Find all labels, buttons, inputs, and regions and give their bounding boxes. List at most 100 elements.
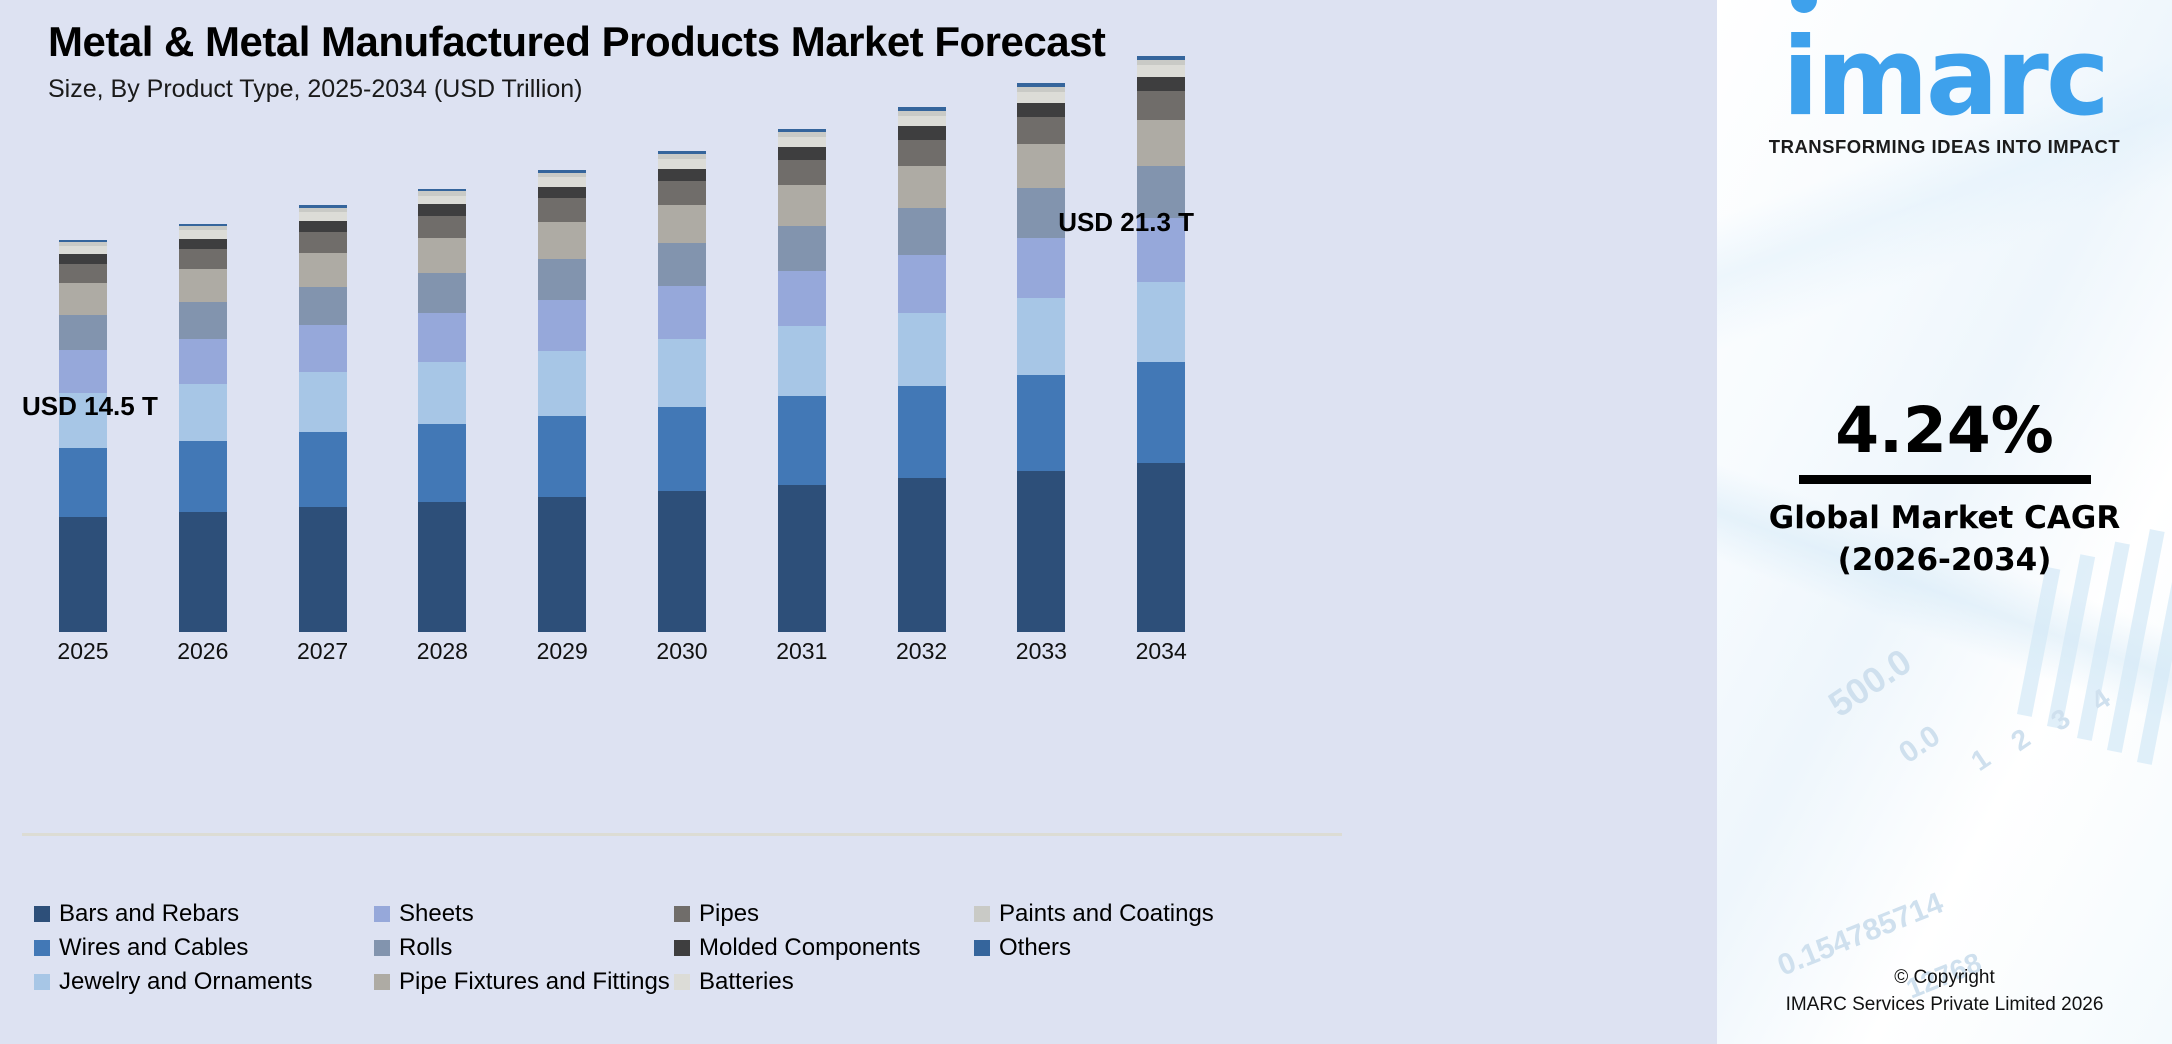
bar-segment[interactable] — [178, 440, 227, 513]
stacked-bar-2029[interactable] — [538, 169, 587, 632]
bar-segment[interactable] — [538, 169, 587, 173]
bar-segment[interactable] — [59, 239, 107, 243]
bar-segment[interactable] — [658, 158, 706, 169]
bar-segment[interactable] — [178, 223, 227, 227]
bar-segment[interactable] — [658, 243, 706, 287]
bar-segment[interactable] — [658, 150, 706, 154]
stacked-bar-2028[interactable] — [418, 188, 467, 632]
bar-segment[interactable] — [897, 115, 946, 127]
bar-segment[interactable] — [1137, 56, 1186, 60]
stacked-bar-2025[interactable] — [59, 239, 107, 632]
bar-segment[interactable] — [59, 517, 107, 632]
bar-segment[interactable] — [658, 204, 706, 244]
bar-segment[interactable] — [1017, 471, 1066, 632]
bar-segment[interactable] — [59, 393, 107, 449]
bar-segment[interactable] — [777, 270, 826, 327]
bar-segment[interactable] — [1137, 65, 1186, 78]
bar-segment[interactable] — [298, 506, 347, 632]
bar-segment[interactable] — [538, 198, 587, 222]
bar-segment[interactable] — [658, 286, 706, 340]
bar-segment[interactable] — [59, 246, 107, 254]
bar-segment[interactable] — [777, 137, 826, 148]
bar-segment[interactable] — [59, 253, 107, 264]
legend-item[interactable]: Paints and Coatings — [974, 902, 1274, 926]
bar-segment[interactable] — [897, 478, 946, 632]
bar-segment[interactable] — [897, 107, 946, 111]
bar-segment[interactable] — [538, 221, 587, 259]
bar-segment[interactable] — [1017, 237, 1066, 299]
bar-segment[interactable] — [178, 338, 227, 384]
bar-segment[interactable] — [1017, 188, 1066, 238]
stacked-bar-2030[interactable] — [658, 150, 706, 632]
bar-segment[interactable] — [1137, 166, 1186, 219]
bar-segment[interactable] — [538, 351, 587, 416]
stacked-bar-2026[interactable] — [178, 223, 227, 632]
bar-segment[interactable] — [178, 230, 227, 239]
bar-segment[interactable] — [418, 273, 467, 314]
bar-segment[interactable] — [418, 195, 467, 205]
bar-segment[interactable] — [1137, 77, 1186, 92]
bar-segment[interactable] — [1017, 144, 1066, 189]
bar-segment[interactable] — [1017, 375, 1066, 472]
bar-segment[interactable] — [178, 302, 227, 339]
bar-segment[interactable] — [538, 415, 587, 497]
bar-segment[interactable] — [418, 313, 467, 363]
bar-segment[interactable] — [418, 237, 467, 274]
bar-segment[interactable] — [1137, 463, 1186, 632]
bar-segment[interactable] — [658, 490, 706, 632]
bar-segment[interactable] — [777, 185, 826, 226]
bar-segment[interactable] — [59, 314, 107, 351]
bar-segment[interactable] — [59, 242, 107, 247]
bar-segment[interactable] — [298, 372, 347, 433]
bar-segment[interactable] — [897, 126, 946, 140]
bar-segment[interactable] — [298, 286, 347, 326]
bar-segment[interactable] — [418, 204, 467, 216]
bar-segment[interactable] — [897, 139, 946, 166]
bar-segment[interactable] — [658, 180, 706, 205]
bar-segment[interactable] — [777, 160, 826, 186]
bar-segment[interactable] — [658, 168, 706, 181]
bar-segment[interactable] — [178, 226, 227, 231]
bar-segment[interactable] — [777, 396, 826, 485]
bar-segment[interactable] — [1017, 116, 1066, 145]
bar-segment[interactable] — [1017, 83, 1066, 87]
legend-item[interactable]: Molded Components — [674, 936, 974, 960]
bar-segment[interactable] — [298, 212, 347, 221]
legend-item[interactable]: Pipes — [674, 902, 974, 926]
bar-segment[interactable] — [178, 238, 227, 249]
bar-segment[interactable] — [777, 484, 826, 632]
bar-segment[interactable] — [59, 283, 107, 315]
bar-segment[interactable] — [1137, 59, 1186, 66]
bar-segment[interactable] — [418, 501, 467, 632]
legend-item[interactable]: Sheets — [374, 902, 674, 926]
bar-segment[interactable] — [777, 225, 826, 271]
bar-segment[interactable] — [658, 339, 706, 407]
bar-segment[interactable] — [298, 220, 347, 232]
bar-segment[interactable] — [538, 258, 587, 301]
bar-segment[interactable] — [298, 252, 347, 287]
bar-segment[interactable] — [897, 255, 946, 313]
bar-segment[interactable] — [897, 207, 946, 256]
bar-segment[interactable] — [418, 362, 467, 425]
bar-segment[interactable] — [178, 269, 227, 303]
bar-segment[interactable] — [658, 153, 706, 159]
bar-segment[interactable] — [59, 350, 107, 394]
bar-segment[interactable] — [538, 186, 587, 199]
legend-item[interactable]: Batteries — [674, 970, 974, 994]
bar-segment[interactable] — [298, 231, 347, 253]
bar-segment[interactable] — [538, 300, 587, 352]
legend-item[interactable]: Bars and Rebars — [34, 902, 374, 926]
bar-segment[interactable] — [418, 424, 467, 502]
bar-segment[interactable] — [178, 248, 227, 270]
bar-segment[interactable] — [298, 432, 347, 507]
bar-segment[interactable] — [1137, 218, 1186, 282]
legend-item[interactable]: Others — [974, 936, 1274, 960]
stacked-bar-2031[interactable] — [777, 129, 826, 632]
bar-segment[interactable] — [178, 512, 227, 632]
bar-segment[interactable] — [178, 383, 227, 441]
bar-segment[interactable] — [1137, 362, 1186, 464]
bar-segment[interactable] — [538, 496, 587, 632]
bar-segment[interactable] — [897, 312, 946, 387]
bar-segment[interactable] — [298, 204, 347, 208]
bar-segment[interactable] — [1017, 103, 1066, 117]
